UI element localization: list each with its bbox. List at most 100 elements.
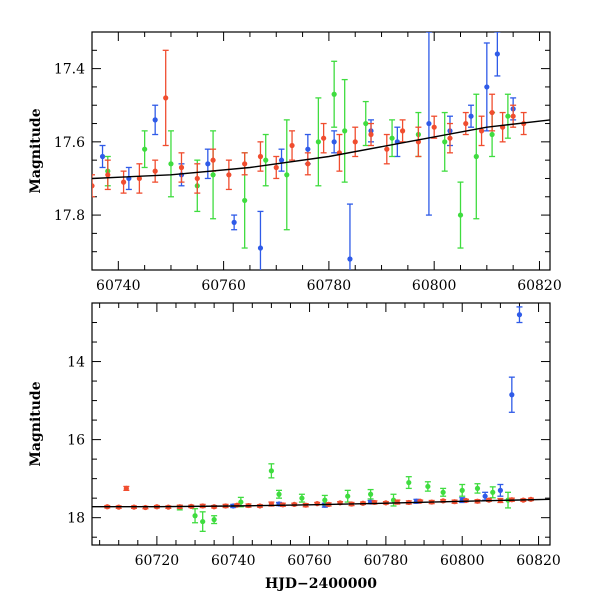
y-tick-label: 16	[67, 433, 85, 449]
data-point	[426, 120, 432, 127]
data-point	[168, 161, 174, 167]
data-point	[238, 499, 244, 505]
y-tick-label: 17.8	[54, 208, 85, 224]
y-tick-label: 14	[67, 355, 85, 371]
data-point	[92, 183, 95, 189]
data-point	[406, 479, 412, 486]
bottom-panel: 60720 60740 60760 60780 60800 60820 14 16 18 Magn…	[28, 302, 561, 569]
data-point	[257, 153, 264, 160]
data-point	[276, 491, 282, 497]
data-point	[389, 135, 395, 141]
data-point	[152, 117, 158, 123]
data-point	[417, 498, 423, 504]
data-point	[314, 501, 320, 507]
data-point	[192, 513, 198, 519]
data-point	[371, 499, 378, 506]
x-axis-label: HJD−2400000	[265, 576, 377, 592]
data-point	[510, 113, 516, 119]
data-point	[342, 128, 348, 134]
data-point	[142, 146, 148, 152]
x-tick-label: 60800	[440, 553, 485, 569]
data-point	[211, 517, 217, 523]
x-tick-label: 60760	[287, 553, 332, 569]
data-point	[368, 131, 374, 138]
data-point	[482, 493, 488, 499]
data-point	[284, 172, 290, 178]
data-point	[120, 179, 127, 185]
data-point	[484, 84, 490, 90]
data-point	[234, 502, 240, 508]
data-point	[425, 483, 431, 490]
data-point	[489, 109, 495, 116]
x-tick-label: 60780	[307, 278, 352, 294]
data-point	[399, 128, 406, 134]
data-point	[516, 312, 523, 318]
data-point	[509, 392, 515, 398]
data-point	[178, 164, 185, 171]
data-point	[345, 493, 351, 499]
data-point	[200, 518, 206, 525]
data-point	[152, 168, 158, 174]
data-point	[431, 124, 437, 130]
data-point	[331, 139, 337, 145]
data-point	[305, 146, 311, 152]
data-point	[289, 142, 295, 149]
data-point	[273, 164, 279, 171]
data-point	[494, 51, 500, 57]
data-layer	[92, 32, 550, 270]
data-point	[163, 95, 169, 101]
plot-frame	[91, 31, 551, 271]
x-tick-label: 60820	[517, 278, 562, 294]
data-point	[210, 172, 216, 178]
data-point	[368, 491, 374, 497]
data-point	[321, 135, 327, 141]
data-point	[457, 212, 464, 218]
data-point	[268, 468, 274, 474]
data-point	[497, 487, 503, 493]
data-point	[440, 498, 446, 504]
x-tick-label: 60740	[211, 553, 256, 569]
data-layer	[92, 306, 550, 532]
y-axis-label: Magnitude	[28, 108, 44, 193]
data-point	[440, 489, 446, 495]
y-tick-label: 18	[67, 511, 85, 527]
data-point	[231, 219, 237, 225]
x-tick-label: 60780	[364, 553, 409, 569]
data-point	[299, 495, 305, 501]
data-point	[205, 161, 211, 167]
data-point	[459, 487, 465, 493]
data-point	[142, 504, 149, 511]
data-point	[468, 113, 474, 119]
data-point	[447, 135, 453, 141]
data-point	[474, 485, 481, 492]
y-tick-label: 17.4	[54, 62, 85, 78]
data-point	[105, 172, 111, 178]
data-point	[136, 175, 142, 182]
data-point	[305, 161, 311, 167]
y-axis-label: Magnitude	[28, 381, 44, 466]
data-point	[331, 91, 337, 97]
data-point	[278, 157, 285, 163]
data-point	[463, 120, 469, 127]
data-point	[226, 172, 232, 178]
top-panel: 60740 60760 60780 60800 60820 17.4 17.6 17.8 Mag…	[28, 31, 562, 294]
data-point	[210, 157, 216, 163]
data-point	[490, 489, 496, 495]
data-point	[347, 256, 353, 262]
x-tick-label: 60760	[201, 278, 246, 294]
data-point	[505, 113, 511, 119]
data-point	[315, 139, 321, 145]
data-point	[489, 131, 495, 138]
data-point	[99, 153, 106, 160]
data-point	[257, 245, 264, 251]
data-point	[322, 497, 328, 503]
data-point	[442, 139, 448, 145]
y-tick-label: 17.6	[54, 135, 85, 151]
data-point	[242, 161, 248, 167]
data-point	[384, 146, 390, 152]
x-tick-label: 60800	[412, 278, 457, 294]
x-tick-label: 60720	[135, 553, 180, 569]
model-curve	[92, 119, 550, 180]
model-curve	[92, 498, 550, 508]
